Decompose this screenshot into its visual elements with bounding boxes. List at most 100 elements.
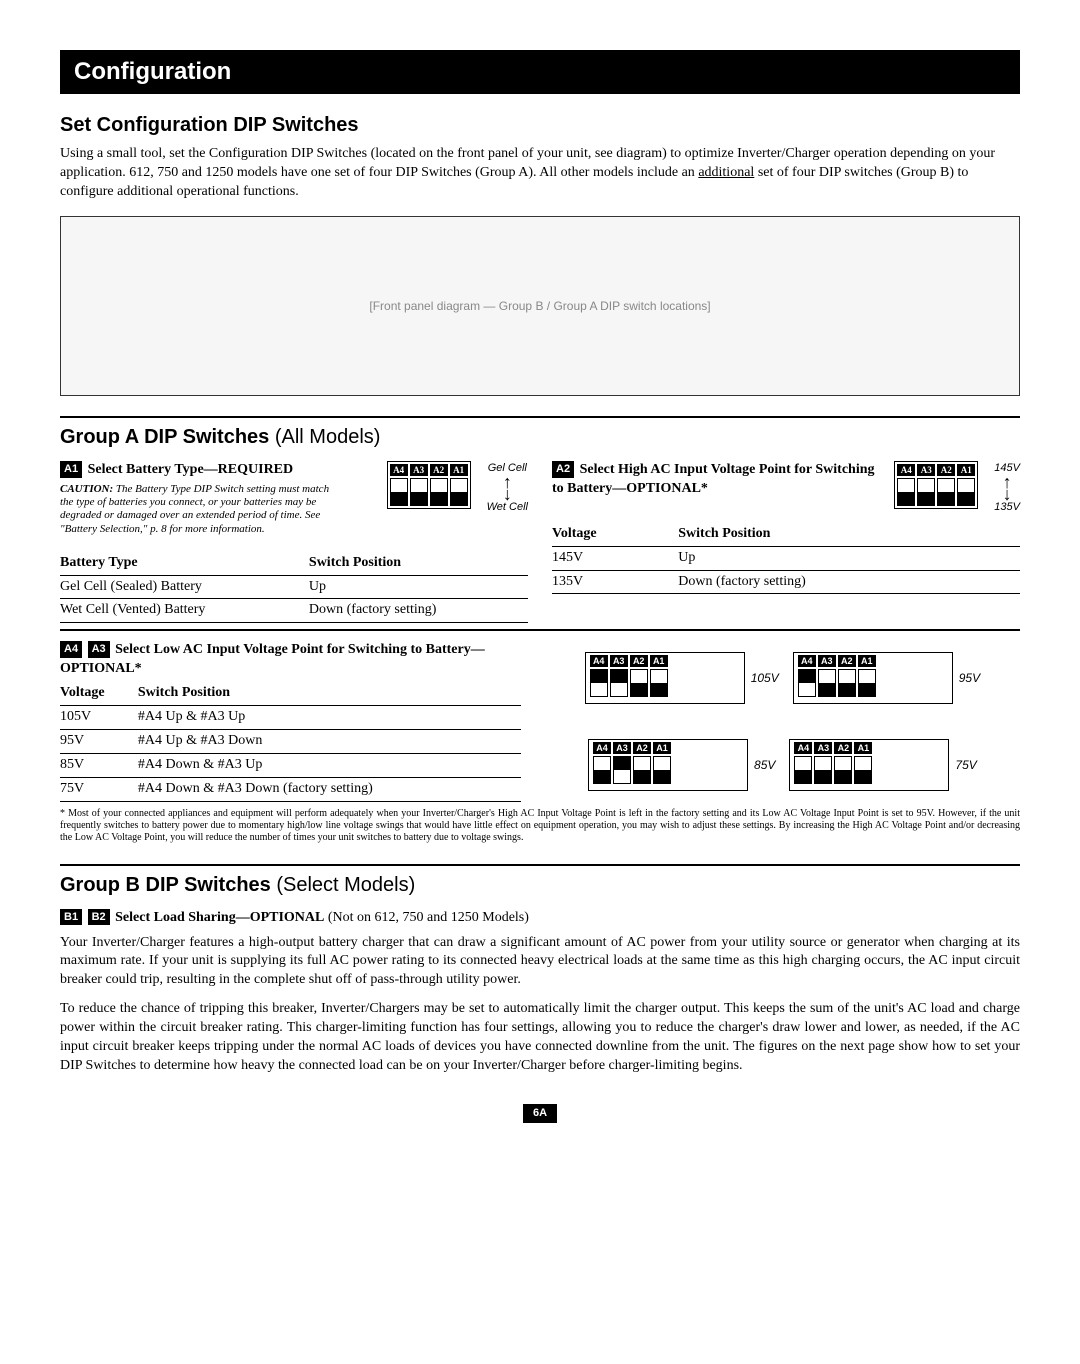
mini-label: A2 — [937, 464, 955, 476]
cell: 75V — [60, 777, 138, 801]
panel-diagram: [Front panel diagram — Group B / Group A… — [60, 216, 1020, 396]
mini-label: A3 — [814, 742, 832, 754]
a4a3-block: A4 A3 Select Low AC Input Voltage Point … — [60, 641, 1020, 801]
table-row: 135V Down (factory setting) — [552, 570, 1020, 594]
mini-label: A4 — [794, 742, 812, 754]
cell: #A4 Up & #A3 Up — [138, 706, 521, 730]
group-b-sub-note: (Not on 612, 750 and 1250 Models) — [324, 910, 529, 925]
intro-underlined: additional — [698, 165, 754, 180]
dip-diagram-95V: A4A3A2A195V — [793, 652, 980, 704]
a4-badge: A4 — [60, 641, 82, 658]
table-row: 75V #A4 Down & #A3 Down (factory setting… — [60, 777, 521, 801]
cell: 95V — [60, 729, 138, 753]
a2-arrow: 145V ↑ ↓ 135V — [994, 461, 1020, 515]
a1-heading: A1 Select Battery Type—REQUIRED — [60, 461, 377, 480]
a1-caution-label: CAUTION: — [60, 483, 113, 495]
a4a3-col1: Voltage — [60, 682, 138, 705]
table-row: Gel Cell (Sealed) Battery Up — [60, 575, 528, 599]
cell: Up — [309, 575, 528, 599]
mini-label: A1 — [957, 464, 975, 476]
dip-caption: 75V — [955, 757, 976, 773]
b2-badge: B2 — [88, 909, 110, 926]
dip-diagram-105V: A4A3A2A1105V — [585, 652, 779, 704]
a4a3-diagrams: A4A3A2A1105VA4A3A2A195VA4A3A2A185VA4A3A2… — [545, 641, 1020, 801]
dip-caption: 95V — [959, 670, 980, 686]
group-b-block: B1 B2 Select Load Sharing—OPTIONAL (Not … — [60, 909, 1020, 1076]
cell: Wet Cell (Vented) Battery — [60, 599, 309, 623]
group-b-title-light: (Select Models) — [271, 874, 416, 896]
group-b-subheading: B1 B2 Select Load Sharing—OPTIONAL (Not … — [60, 909, 1020, 928]
group-a-title-light: (All Models) — [269, 426, 380, 448]
cell: 135V — [552, 570, 678, 594]
table-row: Wet Cell (Vented) Battery Down (factory … — [60, 599, 528, 623]
mini-label: A2 — [834, 742, 852, 754]
mini-label: A1 — [653, 742, 671, 754]
b1-badge: B1 — [60, 909, 82, 926]
mini-label: A3 — [610, 655, 628, 667]
a3-badge: A3 — [88, 641, 110, 658]
a4a3-heading: A4 A3 Select Low AC Input Voltage Point … — [60, 641, 521, 679]
a2-mini-dip: A4 A3 A2 A1 — [894, 461, 978, 509]
dip-caption: 105V — [751, 670, 779, 686]
a2-heading: A2 Select High AC Input Voltage Point fo… — [552, 461, 884, 499]
cell: Gel Cell (Sealed) Battery — [60, 575, 309, 599]
group-b-sub-text: Select Load Sharing—OPTIONAL — [115, 910, 324, 925]
a2-col1: Voltage — [552, 523, 678, 546]
group-a-row1: A1 Select Battery Type—REQUIRED CAUTION:… — [60, 461, 1020, 631]
mini-label: A4 — [798, 655, 816, 667]
mini-label: A3 — [917, 464, 935, 476]
group-b-para1: Your Inverter/Charger features a high-ou… — [60, 934, 1020, 991]
a1-mini-dip: A4 A3 A2 A1 — [387, 461, 471, 509]
group-b-title-bold: Group B DIP Switches — [60, 874, 271, 896]
a1-block: A1 Select Battery Type—REQUIRED CAUTION:… — [60, 461, 528, 623]
cell: #A4 Down & #A3 Down (factory setting) — [138, 777, 521, 801]
table-row: 105V #A4 Up & #A3 Up — [60, 706, 521, 730]
dip-diagram-75V: A4A3A2A1 75V — [789, 739, 976, 791]
a1-heading-text: Select Battery Type—REQUIRED — [88, 462, 294, 477]
group-a-title-bold: Group A DIP Switches — [60, 426, 269, 448]
mini-label: A2 — [838, 655, 856, 667]
a1-badge: A1 — [60, 461, 82, 478]
cell: #A4 Down & #A3 Up — [138, 753, 521, 777]
a1-col1: Battery Type — [60, 552, 309, 575]
cell: 105V — [60, 706, 138, 730]
a2-table: Voltage Switch Position 145V Up 135V Dow… — [552, 523, 1020, 595]
section-intro: Using a small tool, set the Configuratio… — [60, 145, 1020, 202]
a1-caution: CAUTION: The Battery Type DIP Switch set… — [60, 483, 330, 536]
table-row: 95V #A4 Up & #A3 Down — [60, 729, 521, 753]
group-a-footnote: * Most of your connected appliances and … — [60, 808, 1020, 844]
cell: 85V — [60, 753, 138, 777]
mini-label: A1 — [858, 655, 876, 667]
a2-heading-text: Select High AC Input Voltage Point for S… — [552, 462, 875, 496]
mini-label: A4 — [897, 464, 915, 476]
a1-col2: Switch Position — [309, 552, 528, 575]
cell: Up — [678, 546, 1020, 570]
mini-label: A4 — [390, 464, 408, 476]
mini-label: A1 — [854, 742, 872, 754]
group-a-title: Group A DIP Switches (All Models) — [60, 416, 1020, 451]
a2-block: A2 Select High AC Input Voltage Point fo… — [552, 461, 1020, 623]
config-banner: Configuration — [60, 50, 1020, 94]
mini-label: A2 — [430, 464, 448, 476]
dip-caption: 85V — [754, 757, 775, 773]
page-number: 6A — [60, 1104, 1020, 1123]
mini-label: A3 — [410, 464, 428, 476]
a2-col2: Switch Position — [678, 523, 1020, 546]
dip-diagram-85V: A4A3A2A185V — [588, 739, 775, 791]
mini-label: A2 — [633, 742, 651, 754]
table-row: 145V Up — [552, 546, 1020, 570]
cell: #A4 Up & #A3 Down — [138, 729, 521, 753]
down-arrow-icon: ↓ — [503, 488, 512, 500]
cell: 145V — [552, 546, 678, 570]
mini-label: A2 — [630, 655, 648, 667]
mini-label: A1 — [650, 655, 668, 667]
a1-table: Battery Type Switch Position Gel Cell (S… — [60, 552, 528, 624]
a1-arrow: Gel Cell ↑ ↓ Wet Cell — [487, 461, 528, 515]
group-b-para2: To reduce the chance of tripping this br… — [60, 1000, 1020, 1076]
a2-arrow-bottom: 135V — [994, 500, 1020, 515]
cell: Down (factory setting) — [678, 570, 1020, 594]
group-b-title: Group B DIP Switches (Select Models) — [60, 864, 1020, 899]
a4a3-heading-text: Select Low AC Input Voltage Point for Sw… — [60, 642, 485, 676]
mini-label: A1 — [450, 464, 468, 476]
section-title: Set Configuration DIP Switches — [60, 112, 1020, 139]
